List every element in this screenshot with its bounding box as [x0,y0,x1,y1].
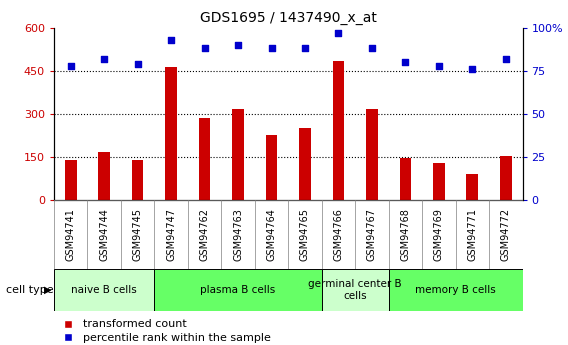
Text: GSM94745: GSM94745 [133,208,143,261]
Text: GSM94763: GSM94763 [233,208,243,261]
Point [99,56,108,61]
Point [367,46,377,51]
Point [66,63,75,68]
Bar [500,156,512,200]
FancyBboxPatch shape [321,269,389,310]
Text: GSM94744: GSM94744 [99,208,109,261]
Bar [98,152,110,200]
Text: GSM94769: GSM94769 [434,208,444,261]
Text: cell type: cell type [6,285,53,295]
Text: GSM94762: GSM94762 [199,208,210,261]
Bar [399,158,411,200]
Bar [366,109,378,200]
Point [166,37,176,42]
Legend: transformed count, percentile rank within the sample: transformed count, percentile rank withi… [60,316,274,345]
Point [200,46,209,51]
Point [233,42,243,48]
Point [133,61,142,67]
Text: GSM94767: GSM94767 [367,208,377,261]
Text: memory B cells: memory B cells [415,285,496,295]
Bar [299,128,311,200]
Point [334,30,343,36]
Text: GSM94766: GSM94766 [333,208,344,261]
Text: GSM94765: GSM94765 [300,208,310,261]
Bar [333,61,344,200]
Text: GSM94747: GSM94747 [166,208,176,261]
Title: GDS1695 / 1437490_x_at: GDS1695 / 1437490_x_at [200,11,377,25]
Point [267,46,276,51]
Point [300,46,310,51]
Bar [466,174,478,200]
Text: ▶: ▶ [44,285,51,295]
Bar [165,67,177,200]
Point [502,56,511,61]
Point [435,63,444,68]
Bar [132,160,144,200]
FancyBboxPatch shape [389,269,523,310]
Bar [232,109,244,200]
Point [401,59,410,65]
Point [468,66,477,72]
Bar [266,135,277,200]
Text: GSM94768: GSM94768 [400,208,411,261]
Bar [65,160,77,200]
Text: plasma B cells: plasma B cells [201,285,275,295]
FancyBboxPatch shape [154,269,321,310]
Bar [433,163,445,200]
Text: GSM94771: GSM94771 [467,208,477,261]
Bar [199,118,210,200]
Text: GSM94764: GSM94764 [266,208,277,261]
Text: GSM94772: GSM94772 [501,208,511,261]
Text: naive B cells: naive B cells [72,285,137,295]
Text: GSM94741: GSM94741 [66,208,76,261]
Text: germinal center B
cells: germinal center B cells [308,279,402,300]
FancyBboxPatch shape [54,269,154,310]
